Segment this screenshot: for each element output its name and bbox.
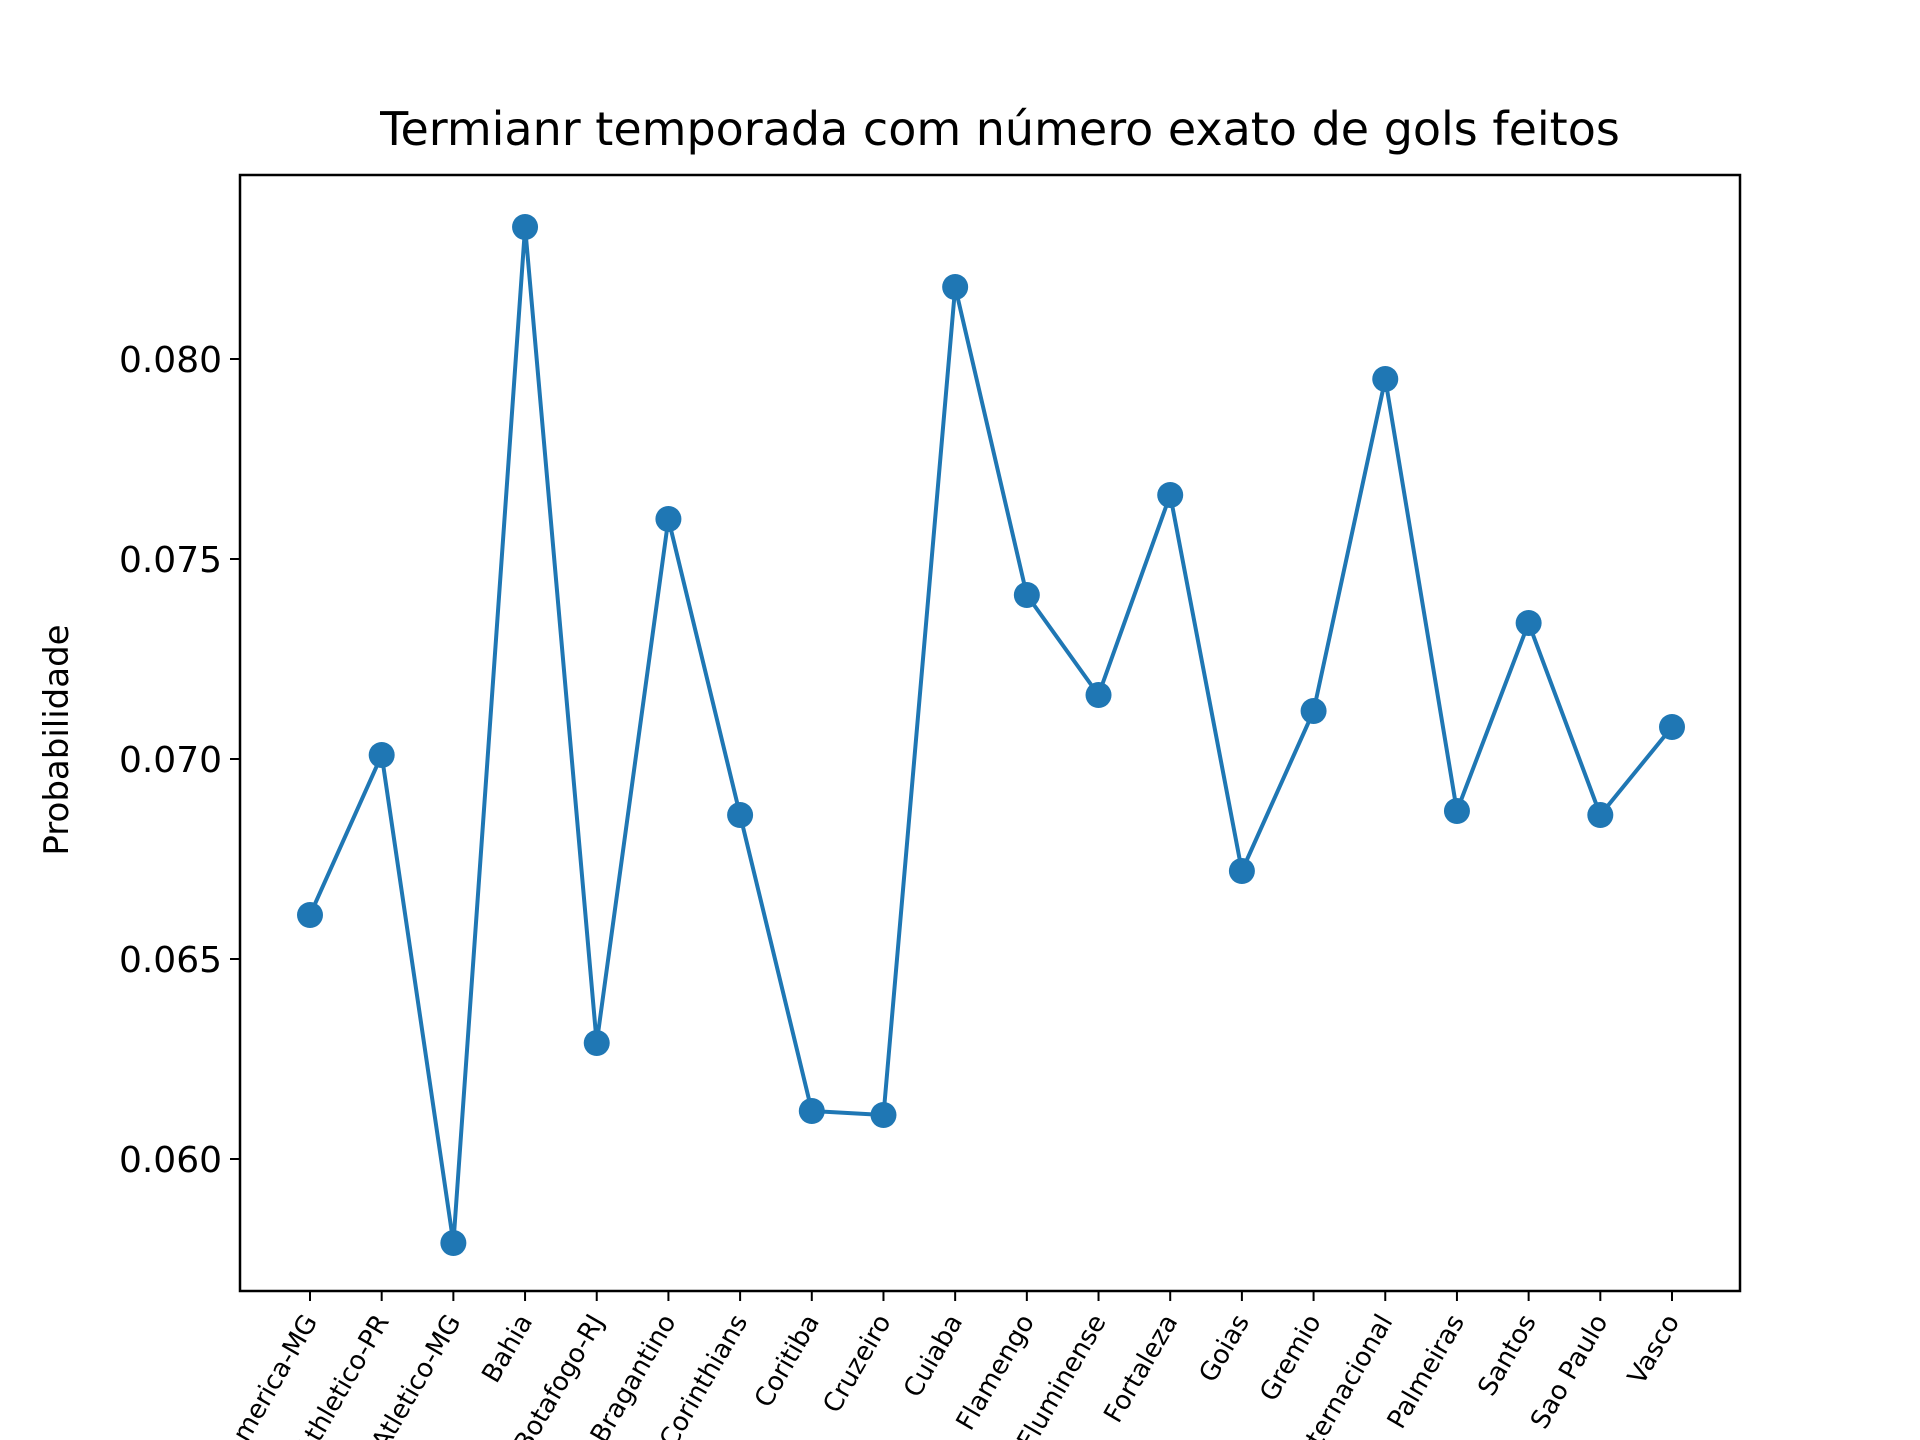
data-point: [368, 742, 395, 768]
y-tick-label: 0.065: [119, 940, 222, 981]
data-point: [1515, 610, 1542, 636]
data-point: [1300, 698, 1327, 724]
series-group: [297, 214, 1685, 1256]
x-tick-label: Goias: [1194, 1310, 1256, 1388]
x-tick-label: Coritiba: [749, 1310, 826, 1413]
data-point: [870, 1102, 897, 1128]
data-point: [727, 802, 754, 828]
chart-title: Termianr temporada com número exato de g…: [379, 102, 1620, 156]
data-point: [440, 1230, 467, 1256]
y-tick-label: 0.060: [119, 1140, 222, 1181]
data-point: [1659, 714, 1685, 740]
data-point: [1372, 366, 1399, 392]
y-tick-label: 0.075: [119, 540, 222, 581]
series-line: [308, 225, 1674, 1245]
data-point: [1587, 802, 1614, 828]
data-point: [583, 1030, 610, 1056]
plot-area-frame: [238, 173, 1742, 1293]
data-point: [1013, 582, 1040, 608]
data-point: [942, 274, 969, 300]
data-point: [655, 506, 682, 532]
data-point: [512, 214, 539, 240]
x-tick-label: Bahia: [476, 1310, 539, 1389]
data-point: [297, 902, 323, 928]
x-tick-label: Santos: [1472, 1310, 1542, 1402]
y-axis: 0.060 0.065 0.070 0.075 0.080: [119, 340, 240, 1181]
y-tick-label: 0.070: [119, 740, 222, 781]
data-point: [1157, 482, 1184, 508]
y-tick-label: 0.080: [119, 340, 222, 381]
x-tick-label: Cruzeiro: [817, 1310, 897, 1419]
y-axis-label: Probabilidade: [37, 624, 77, 855]
data-point: [798, 1098, 825, 1124]
data-point: [1085, 682, 1112, 708]
x-tick-label: Vasco: [1622, 1310, 1686, 1390]
data-point: [1443, 798, 1470, 824]
x-tick-label: Fortaleza: [1099, 1310, 1185, 1429]
x-tick-label: Gremio: [1254, 1310, 1327, 1407]
x-tick-label: Cuiaba: [898, 1310, 969, 1403]
data-point: [1228, 858, 1255, 884]
